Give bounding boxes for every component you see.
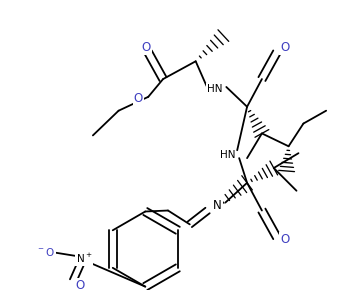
Text: O: O: [280, 233, 289, 246]
Text: HN: HN: [207, 84, 222, 94]
Text: HN: HN: [220, 150, 235, 160]
Text: N$^+$: N$^+$: [76, 252, 92, 265]
Text: O: O: [142, 41, 151, 54]
Text: O: O: [134, 92, 143, 105]
Text: $^-$O: $^-$O: [36, 246, 55, 258]
Text: O: O: [280, 41, 289, 54]
Text: N: N: [213, 199, 222, 212]
Text: O: O: [75, 279, 85, 292]
